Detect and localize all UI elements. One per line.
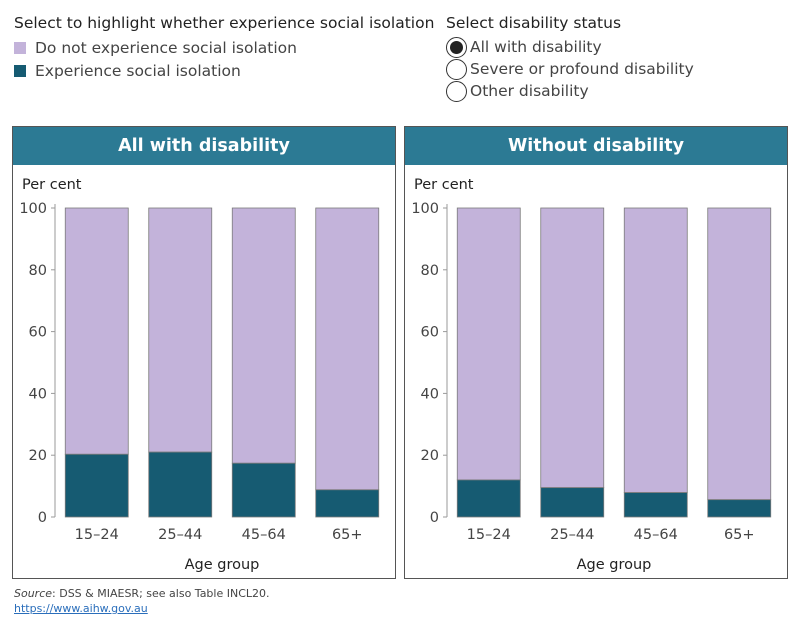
y-tick-label: 60 [421,325,439,341]
y-tick-label: 40 [29,386,47,402]
bar-not-isolated[interactable] [231,207,296,464]
bar-isolated[interactable] [231,462,296,518]
bar-not-isolated[interactable] [707,207,772,501]
x-tick-label: 15–24 [467,527,511,543]
radio-label-all-with-disability: All with disability [470,38,602,56]
legend-swatch-not-isolated [14,41,26,54]
y-tick-label: 80 [421,263,439,279]
bar-not-isolated[interactable] [540,207,605,489]
legend-item-not-isolated[interactable]: Do not experience social isolation [14,36,434,59]
x-tick-label: 45–64 [634,527,678,543]
bar-isolated[interactable] [623,492,688,518]
chart-panel-all-with-disability: All with disability Per cent 0 20 40 60 80 100… [12,126,396,579]
x-tick-label: 65+ [724,527,755,543]
panel-header-without-disability: Without disability [405,127,787,165]
radio-option-all-with-disability[interactable]: All with disability [446,36,694,58]
radio-label-severe-or-profound: Severe or profound disability [470,60,694,78]
chart-panel-without-disability: Without disability Per cent 0 20 40 60 80 100 1… [404,126,788,579]
y-tick-label: 100 [411,201,439,217]
y-axis-title: Per cent [22,177,82,193]
y-tick-label: 0 [430,510,439,526]
highlight-legend: Select to highlight whether experience s… [14,14,434,82]
x-axis-title: Age group [577,557,652,573]
x-axis-title: Age group [185,557,260,573]
x-tick-label: 65+ [332,527,363,543]
bar-isolated[interactable] [540,487,605,518]
radio-button-other-disability[interactable] [446,80,467,102]
x-tick-label: 25–44 [158,527,202,543]
legend-item-isolated[interactable]: Experience social isolation [14,59,434,82]
y-tick-label: 0 [38,510,47,526]
bar-not-isolated[interactable] [315,207,380,491]
y-tick-label: 20 [29,448,47,464]
disability-status-selector: Select disability status All with disabi… [446,14,694,102]
bar-isolated[interactable] [456,479,521,518]
y-tick-label: 60 [29,325,47,341]
panel-header-all-with-disability: All with disability [13,127,395,165]
bar-not-isolated[interactable] [64,207,129,455]
source-text: : DSS & MIAESR; see also Table INCL20. [52,587,270,600]
radio-option-severe-or-profound[interactable]: Severe or profound disability [446,58,694,80]
source-note: Source: DSS & MIAESR; see also Table INC… [14,587,270,600]
radio-label-other-disability: Other disability [470,82,589,100]
status-title: Select disability status [446,14,622,32]
chart-without-disability: Per cent 0 20 40 60 80 100 15–24 25–44 45–64 65+ Ag… [411,177,772,573]
y-axis-title: Per cent [414,177,474,193]
legend-title: Select to highlight whether experience s… [14,14,435,32]
bar-not-isolated[interactable] [148,207,213,453]
radio-selected-dot [450,40,463,54]
x-tick-label: 15–24 [75,527,119,543]
y-tick-label: 100 [19,201,47,217]
bar-not-isolated[interactable] [456,207,521,481]
chart-all-with-disability: Per cent 0 20 40 60 80 100 15–24 25–44 45–64 65+ Ag… [19,177,380,573]
legend-label-isolated: Experience social isolation [35,61,241,80]
bar-isolated[interactable] [707,499,772,518]
bar-not-isolated[interactable] [623,207,688,493]
source-url-link[interactable]: https://www.aihw.gov.au [14,602,148,615]
y-tick-label: 20 [421,448,439,464]
y-tick-label: 80 [29,263,47,279]
legend-label-not-isolated: Do not experience social isolation [35,38,297,57]
x-tick-label: 45–64 [242,527,286,543]
legend-swatch-isolated [14,64,26,77]
radio-button-severe-or-profound[interactable] [446,58,467,80]
radio-button-all-with-disability[interactable] [446,36,467,58]
bar-isolated[interactable] [315,489,380,518]
radio-option-other-disability[interactable]: Other disability [446,80,694,102]
y-tick-label: 40 [421,386,439,402]
bar-isolated[interactable] [148,451,213,518]
bar-isolated[interactable] [64,453,129,518]
source-label: Source [14,587,53,600]
x-tick-label: 25–44 [550,527,594,543]
